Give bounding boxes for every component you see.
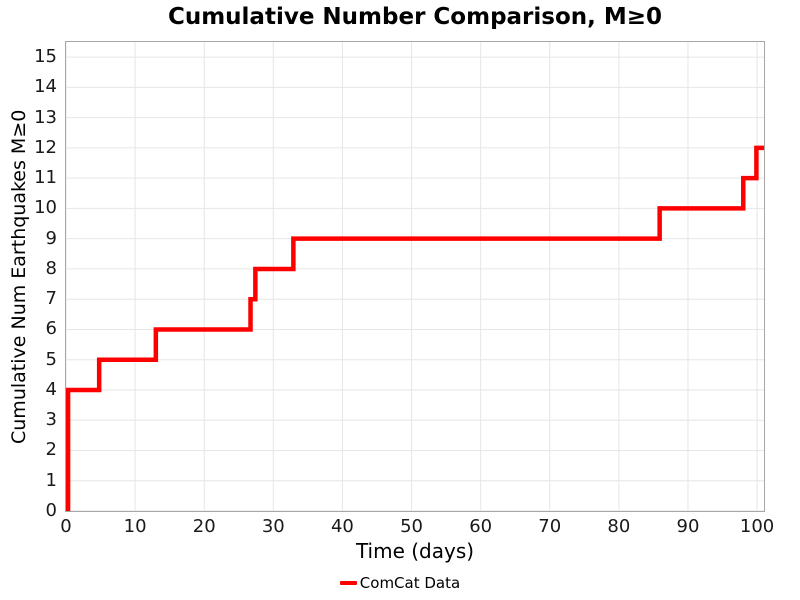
chart-title: Cumulative Number Comparison, M≥0: [167, 4, 663, 30]
y-tick-label: 4: [45, 378, 57, 400]
series-step-line: [66, 145, 764, 511]
x-tick-label: 60: [469, 516, 493, 537]
y-tick-label: 6: [45, 318, 57, 340]
x-tick-label: 50: [400, 516, 423, 537]
legend-line-swatch: [339, 581, 357, 585]
y-tick-label: 8: [45, 257, 57, 279]
x-tick-label: 100: [739, 516, 775, 537]
y-tick-label: 14: [34, 76, 57, 98]
x-tick-label: 80: [607, 516, 631, 537]
y-tick-label: 15: [34, 46, 57, 68]
y-tick-label: 0: [45, 500, 57, 521]
y-tick-label: 13: [34, 106, 57, 128]
x-axis-label: Time (days): [355, 539, 475, 563]
y-tick-label: 9: [45, 227, 57, 249]
y-tick-label: 11: [34, 167, 57, 189]
x-tick-label: 0: [60, 516, 72, 537]
step-plot-canvas: [66, 42, 764, 511]
x-tick-label: 30: [261, 516, 285, 537]
x-tick-label: 10: [123, 516, 147, 537]
y-tick-label: 10: [34, 197, 57, 219]
x-tick-label: 20: [192, 516, 216, 537]
x-tick-label: 70: [538, 516, 562, 537]
legend: ComCat Data: [0, 574, 800, 592]
y-tick-label: 12: [34, 136, 57, 158]
x-tick-label: 40: [330, 516, 354, 537]
legend-label: ComCat Data: [359, 574, 461, 592]
y-tick-label: 2: [45, 439, 57, 461]
plot-area: [65, 41, 765, 512]
y-tick-label: 7: [45, 288, 57, 310]
y-tick-label: 1: [45, 469, 57, 491]
y-tick-label: 3: [45, 409, 57, 431]
x-tick-label: 90: [676, 516, 700, 537]
y-tick-label: 5: [45, 348, 57, 370]
